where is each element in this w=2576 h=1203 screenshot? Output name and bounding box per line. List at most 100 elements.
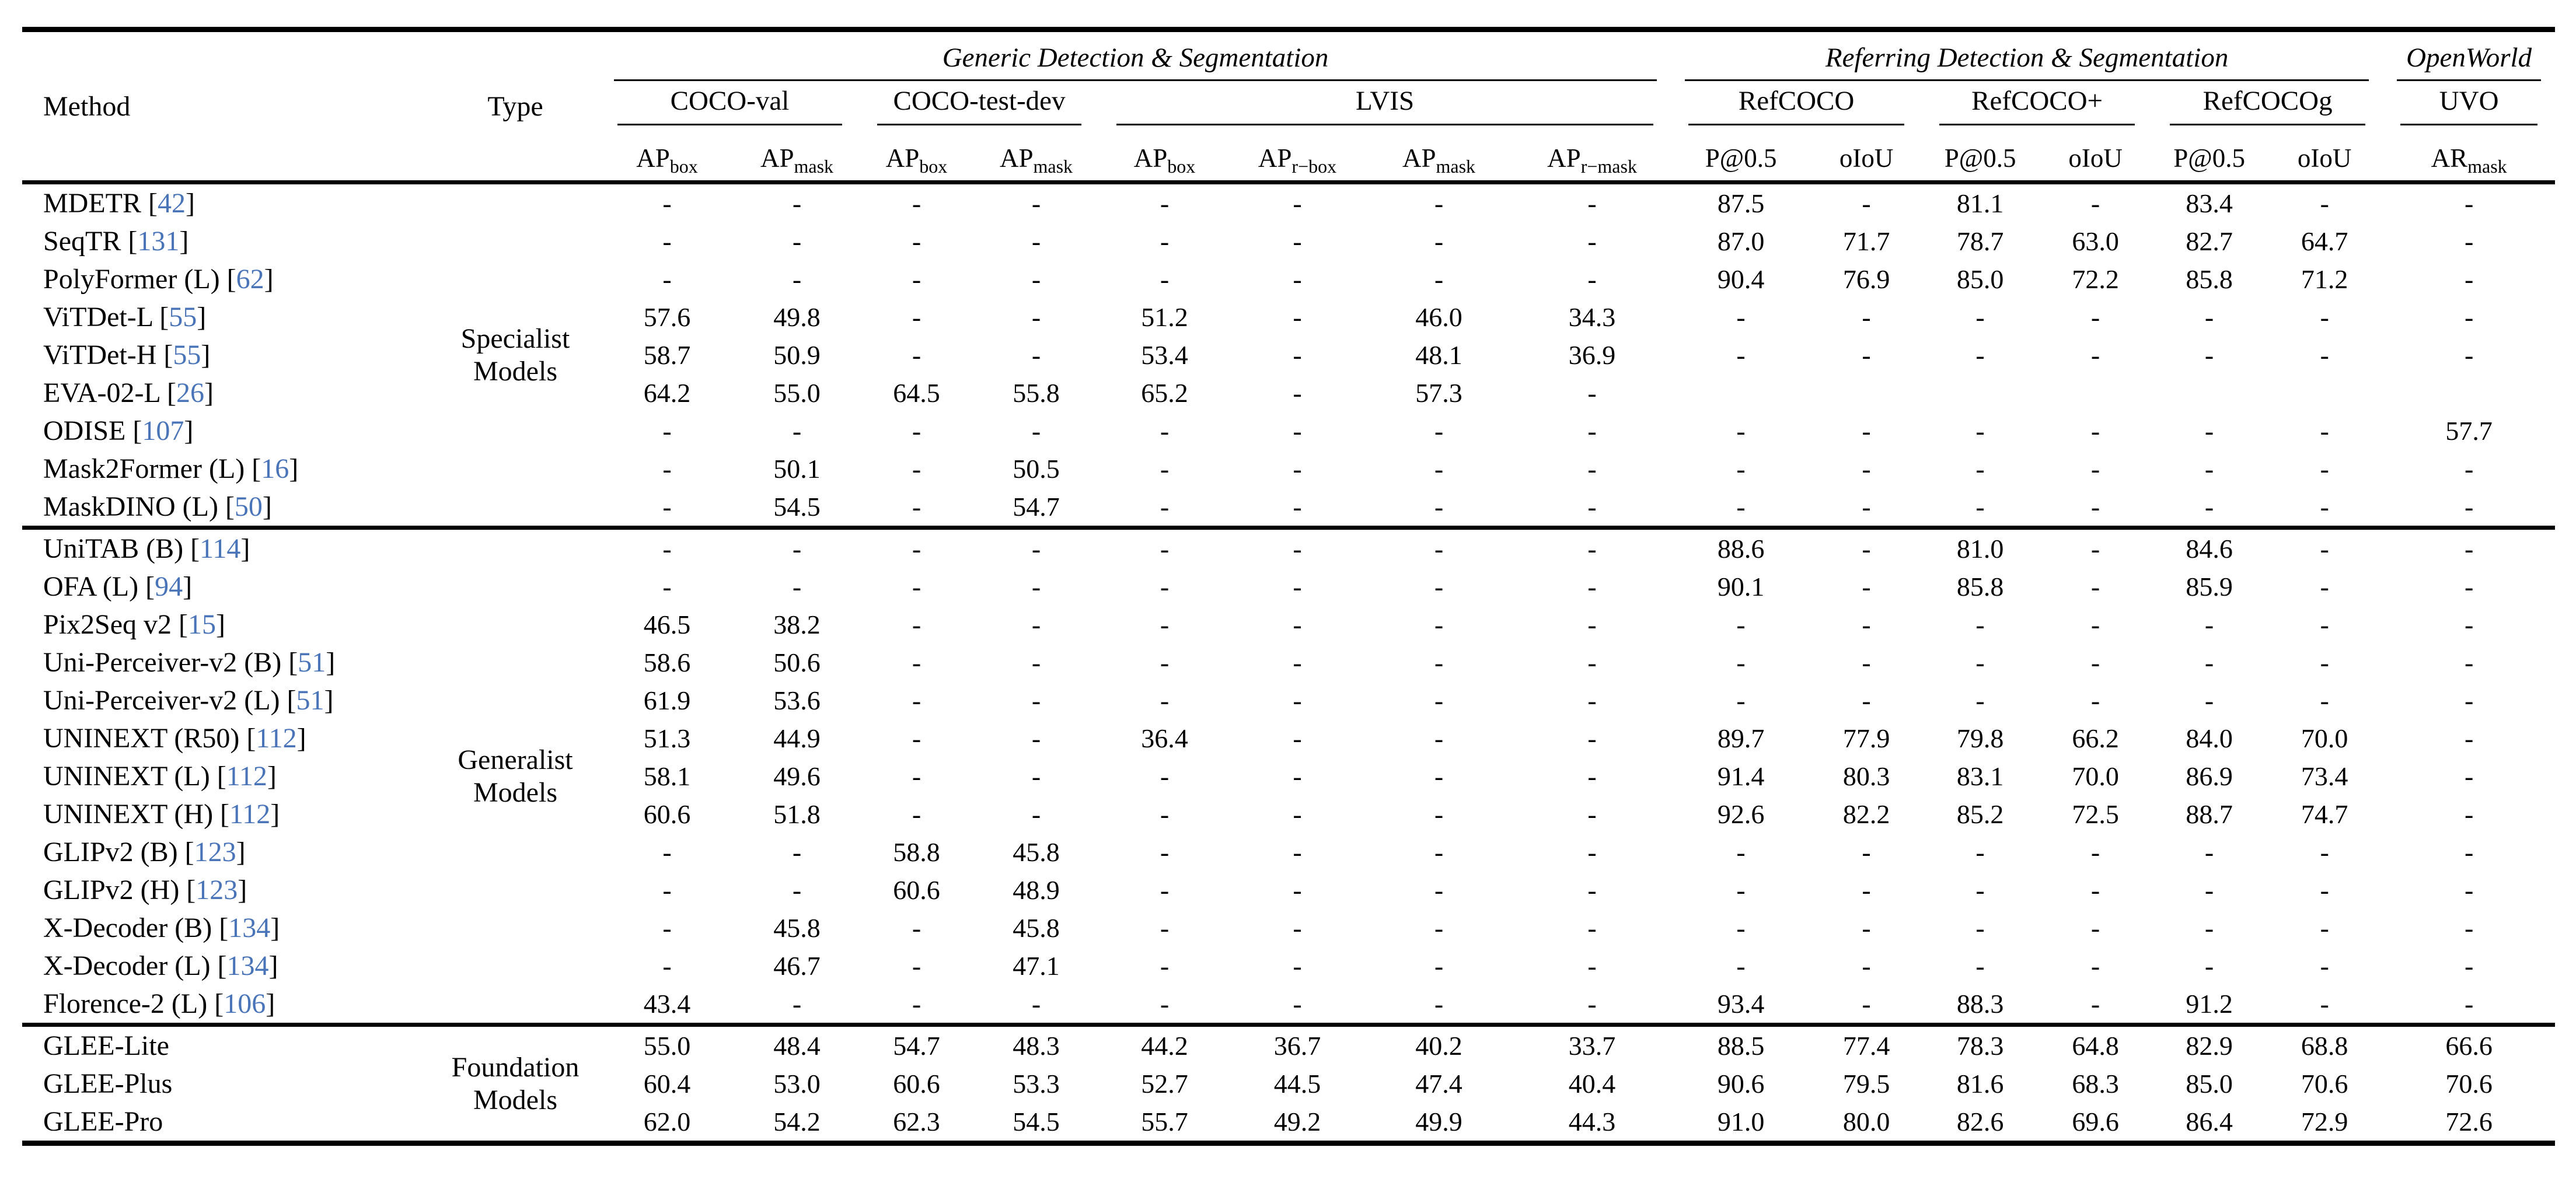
value-cell: - [912, 302, 922, 332]
value-cell: - [1587, 264, 1597, 294]
citation-link[interactable]: 134 [226, 950, 269, 981]
citation-link[interactable]: 123 [194, 837, 236, 868]
citation-bracket: ] [326, 647, 336, 678]
value-cell: 68.3 [2072, 1069, 2119, 1099]
table-row: MaskDINO (L) [50] - 54.5 - 54.7 - - - - - - - - - - - [22, 488, 2555, 528]
value-cell: 51.2 [1141, 302, 1188, 332]
value-cell: 55.0 [773, 378, 821, 408]
value-cell: - [1031, 686, 1041, 715]
value-cell: - [2090, 416, 2100, 446]
value-cell: - [2320, 648, 2329, 677]
citation-link[interactable]: 131 [137, 226, 180, 257]
value-cell [1671, 374, 1811, 412]
citation-link[interactable]: 42 [157, 188, 186, 219]
method-cell: Mask2Former (L) [16] [43, 453, 299, 484]
table-section-0: MDETR [42] Specialist Models - - - - - - - - 87.5 -… [22, 183, 2555, 528]
value-cell: 58.1 [643, 761, 691, 791]
citation-link[interactable]: 107 [142, 415, 184, 446]
metric-header-ap-mask: APmask [1402, 144, 1476, 177]
value-cell: - [1862, 492, 1871, 522]
citation-bracket: [ [288, 647, 298, 678]
value-cell: 77.9 [1842, 723, 1890, 753]
value-cell: - [1293, 761, 1302, 791]
citation-link[interactable]: 16 [261, 453, 289, 484]
value-cell: - [912, 264, 922, 294]
value-cell: - [1031, 799, 1041, 829]
citation-link[interactable]: 134 [228, 912, 271, 943]
citation-link[interactable]: 112 [226, 761, 267, 792]
citation-link[interactable]: 123 [196, 875, 238, 905]
citation-bracket: ] [184, 415, 194, 446]
value-cell: - [2090, 302, 2100, 332]
value-cell: - [1736, 875, 1746, 905]
value-cell: 73.4 [2301, 761, 2348, 791]
value-cell: 57.6 [643, 302, 691, 332]
value-cell: - [1862, 837, 1871, 867]
value-cell: 83.1 [1956, 761, 2004, 791]
value-cell: - [1862, 534, 1871, 564]
citation-link[interactable]: 55 [173, 340, 201, 370]
citation-link[interactable]: 51 [296, 685, 324, 716]
citation-link[interactable]: 26 [176, 377, 204, 408]
value-cell: - [662, 572, 672, 602]
citation-link[interactable]: 114 [200, 533, 241, 564]
dataset-header-label: RefCOCO [1738, 86, 1855, 116]
value-cell: - [1975, 492, 1985, 522]
table-row: Florence-2 (L) [106] 43.4 - - - - - - - 93.4 - 88.3… [22, 985, 2555, 1025]
value-cell: - [1736, 837, 1746, 867]
value-cell: - [1862, 875, 1871, 905]
method-cell: X-Decoder (L) [134] [43, 950, 278, 981]
value-cell: - [1587, 951, 1597, 981]
value-cell: - [912, 340, 922, 370]
citation-link[interactable]: 112 [256, 723, 297, 754]
value-cell: 70.0 [2072, 761, 2119, 791]
citation-bracket: ] [264, 264, 274, 295]
value-cell: 50.9 [773, 340, 821, 370]
value-cell: - [662, 416, 672, 446]
method-cell: UniTAB (B) [114] [43, 533, 250, 564]
value-cell: - [2464, 686, 2474, 715]
value-cell: - [2204, 416, 2214, 446]
citation-link[interactable]: 55 [169, 302, 197, 333]
value-cell: 62.3 [893, 1107, 940, 1136]
value-cell: - [1587, 188, 1597, 218]
value-cell: 57.7 [2445, 416, 2493, 446]
type-cell: Specialist Models [460, 323, 570, 387]
citation-link[interactable]: 15 [188, 609, 217, 640]
dataset-header-label: COCO-test-dev [893, 86, 1066, 116]
citation-bracket: [ [252, 453, 261, 484]
citation-link[interactable]: 112 [229, 799, 271, 830]
value-cell: 88.7 [2186, 799, 2233, 829]
citation-bracket: ] [289, 453, 299, 484]
citation-link[interactable]: 106 [224, 988, 266, 1019]
group-header-label: Generic Detection & Segmentation [942, 43, 1329, 73]
table-row: UNINEXT (L) [112] 58.1 49.6 - - - - - - 91.4 80.3 8… [22, 757, 2555, 795]
value-cell: - [1975, 610, 1985, 639]
value-cell: - [1975, 454, 1985, 484]
value-cell: - [1160, 264, 1170, 294]
dataset-header-label: LVIS [1355, 86, 1415, 116]
value-cell: - [1434, 610, 1444, 639]
metric-header-ap-mask: APmask [760, 144, 834, 177]
value-cell: - [1160, 951, 1170, 981]
value-cell: - [1293, 534, 1302, 564]
value-cell: - [1160, 226, 1170, 256]
metric-header-p-0-5: P@0.5 [1705, 144, 1777, 173]
citation-link[interactable]: 62 [236, 264, 264, 295]
value-cell: - [1434, 686, 1444, 715]
value-cell: 60.4 [643, 1069, 691, 1099]
citation-link[interactable]: 51 [298, 647, 326, 678]
citation-bracket: [ [220, 799, 230, 830]
dataset-header-refcoco: RefCOCO+ [1922, 81, 2152, 125]
value-cell: - [1160, 492, 1170, 522]
table-row: GLEE-Plus 60.4 53.0 60.6 53.3 52.7 44.5 47.4 40.… [22, 1065, 2555, 1103]
value-cell: - [1587, 686, 1597, 715]
citation-link[interactable]: 50 [234, 491, 263, 522]
method-cell: OFA (L) [94] [43, 571, 193, 602]
value-cell: - [1160, 875, 1170, 905]
value-cell: - [1434, 264, 1444, 294]
method-cell: Pix2Seq v2 [15] [43, 609, 225, 640]
value-cell: - [1160, 610, 1170, 639]
value-cell: - [1293, 951, 1302, 981]
citation-link[interactable]: 94 [155, 571, 183, 602]
